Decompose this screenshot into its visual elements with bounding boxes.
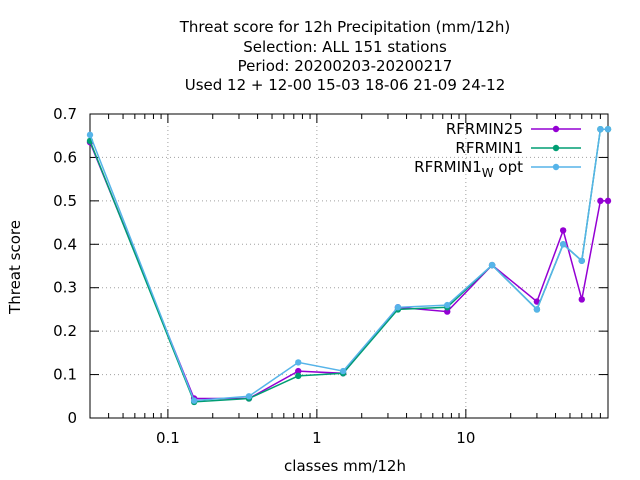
- legend-marker: [552, 144, 560, 152]
- legend-label: RFRMIN1W opt: [414, 158, 523, 180]
- data-point: [559, 227, 567, 234]
- data-point: [339, 367, 347, 375]
- data-point: [578, 296, 585, 303]
- data-point: [604, 197, 612, 205]
- data-point: [488, 261, 496, 269]
- data-point: [597, 197, 604, 205]
- legend-label-name: RFRMIN1: [414, 158, 482, 176]
- plot-frame: [89, 113, 609, 419]
- title-line-4: Used 12 + 12-00 15-03 18-06 21-09 24-12: [185, 76, 506, 94]
- legend-label-subscript: W: [482, 166, 494, 180]
- y-tick-label: 0.6: [53, 148, 77, 166]
- x-tick-label: 1: [312, 429, 322, 447]
- data-point: [245, 393, 253, 400]
- data-point: [295, 359, 302, 366]
- y-tick-label: 0: [67, 409, 77, 427]
- data-point: [190, 397, 198, 404]
- y-tick-label: 0.5: [53, 192, 77, 210]
- x-tick-label: 10: [456, 429, 475, 447]
- data-point: [578, 257, 585, 264]
- data-point: [444, 301, 451, 309]
- data-point: [86, 131, 94, 139]
- legend-marker: [552, 125, 560, 133]
- y-axis-label: Threat score: [6, 220, 24, 315]
- legend-label: RFRMIN1: [455, 139, 523, 157]
- y-tick-label: 0.4: [53, 235, 77, 253]
- data-point: [597, 126, 604, 133]
- x-tick-label: 0.1: [156, 429, 180, 447]
- y-tick-label: 0.1: [53, 366, 77, 384]
- data-point: [604, 126, 612, 133]
- y-tick-label: 0.7: [53, 105, 77, 123]
- title-line-1: Threat score for 12h Precipitation (mm/1…: [179, 18, 511, 36]
- data-point: [295, 372, 302, 380]
- y-tick-label: 0.3: [53, 279, 77, 297]
- series-line: [89, 128, 608, 402]
- data-point: [394, 304, 402, 311]
- grid-lines: [90, 114, 608, 418]
- chart-title: Threat score for 12h Precipitation (mm/1…: [179, 18, 511, 94]
- title-line-3: Period: 20200203-20200217: [238, 57, 453, 75]
- series-lines: [86, 126, 612, 406]
- legend-marker: [552, 163, 560, 171]
- legend-label-suffix: opt: [494, 158, 523, 176]
- x-axis-label: classes mm/12h: [284, 457, 406, 475]
- axis-ticks: 0 0.1 0.2 0.3 0.4 0.5 0.6 0.7 0.1 1 10: [53, 105, 608, 447]
- y-tick-label: 0.2: [53, 322, 77, 340]
- data-point: [559, 241, 567, 248]
- data-point: [533, 306, 541, 313]
- legend-label: RFRMIN25: [446, 120, 523, 138]
- data-point: [295, 367, 302, 375]
- title-line-2: Selection: ALL 151 stations: [243, 38, 447, 56]
- data-point: [533, 298, 541, 305]
